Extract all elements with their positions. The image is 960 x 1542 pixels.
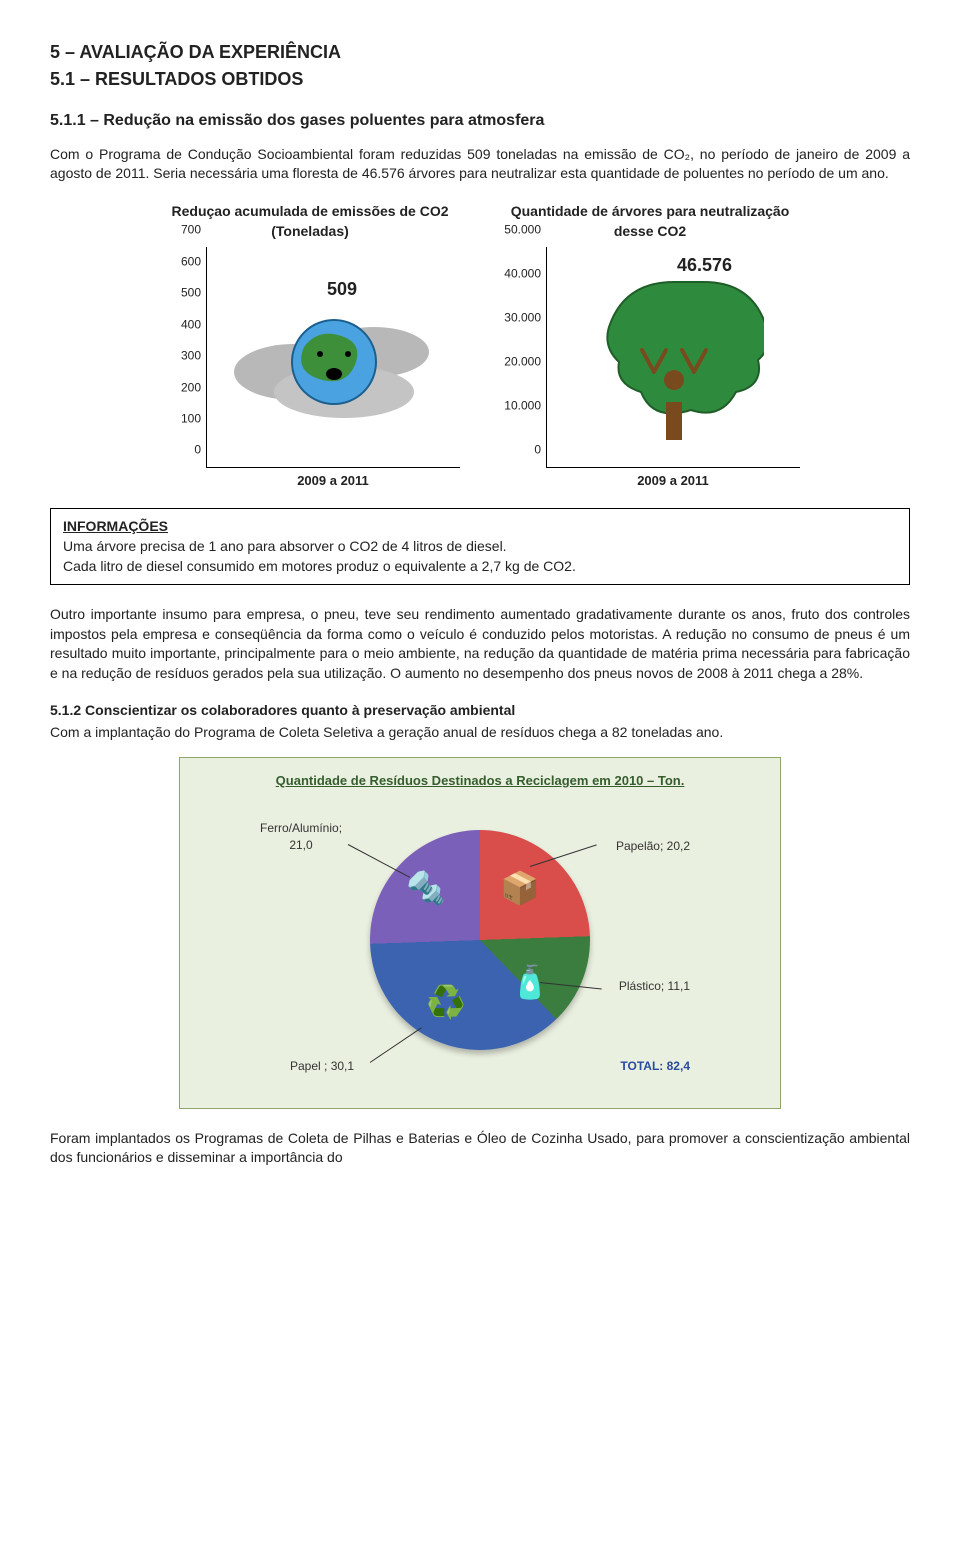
cardboard-icon: 📦: [500, 866, 536, 902]
paragraph-programs: Foram implantados os Programas de Coleta…: [50, 1129, 910, 1168]
chart1-xlabel: 2009 a 2011: [206, 472, 460, 490]
paragraph-512: Com a implantação do Programa de Coleta …: [50, 723, 910, 743]
bottle-icon: 🧴: [510, 960, 546, 996]
chart2-title: Quantidade de árvores para neutralização…: [500, 202, 800, 241]
heading-5-1: 5.1 – RESULTADOS OBTIDOS: [50, 67, 910, 92]
chart2-xlabel: 2009 a 2011: [546, 472, 800, 490]
chart1-title: Reduçao acumulada de emissões de CO2 (To…: [160, 202, 460, 241]
label-papelao: Papelão; 20,2: [616, 838, 690, 855]
trees-chart: Quantidade de árvores para neutralização…: [500, 202, 800, 490]
earth-cloud-icon: [224, 282, 444, 432]
charts-row: Reduçao acumulada de emissões de CO2 (To…: [50, 202, 910, 490]
recycle-panel: Quantidade de Resíduos Destinados a Reci…: [179, 757, 781, 1109]
info-line2: Cada litro de diesel consumido em motore…: [63, 557, 897, 577]
label-papel: Papel ; 30,1: [290, 1058, 354, 1075]
paragraph-tires: Outro importante insumo para empresa, o …: [50, 605, 910, 683]
paragraph-intro: Com o Programa de Condução Socioambienta…: [50, 145, 910, 184]
pie-slices: [370, 830, 590, 1050]
recycle-icon: ♻️: [426, 980, 462, 1016]
pie-chart: Ferro/Alumínio;21,0 Papelão; 20,2 Plásti…: [340, 810, 620, 1090]
metal-icon: 🔩: [406, 866, 442, 902]
info-line1: Uma árvore precisa de 1 ano para absorve…: [63, 537, 897, 557]
info-box: INFORMAÇÕES Uma árvore precisa de 1 ano …: [50, 508, 910, 585]
chart1-value: 509: [327, 277, 357, 302]
info-heading: INFORMAÇÕES: [63, 517, 897, 537]
heading-5-1-2: 5.1.2 Conscientizar os colaboradores qua…: [50, 701, 910, 721]
label-total: TOTAL: 82,4: [620, 1058, 690, 1075]
heading-5-1-1: 5.1.1 – Redução na emissão dos gases pol…: [50, 110, 910, 132]
label-ferro: Ferro/Alumínio;21,0: [260, 820, 342, 854]
label-plastico: Plástico; 11,1: [619, 978, 690, 995]
co2-reduction-chart: Reduçao acumulada de emissões de CO2 (To…: [160, 202, 460, 490]
heading-5: 5 – AVALIAÇÃO DA EXPERIÊNCIA: [50, 40, 910, 65]
tree-icon: [584, 262, 764, 452]
recycle-title: Quantidade de Resíduos Destinados a Reci…: [200, 772, 760, 790]
chart2-value: 46.576: [677, 253, 732, 278]
